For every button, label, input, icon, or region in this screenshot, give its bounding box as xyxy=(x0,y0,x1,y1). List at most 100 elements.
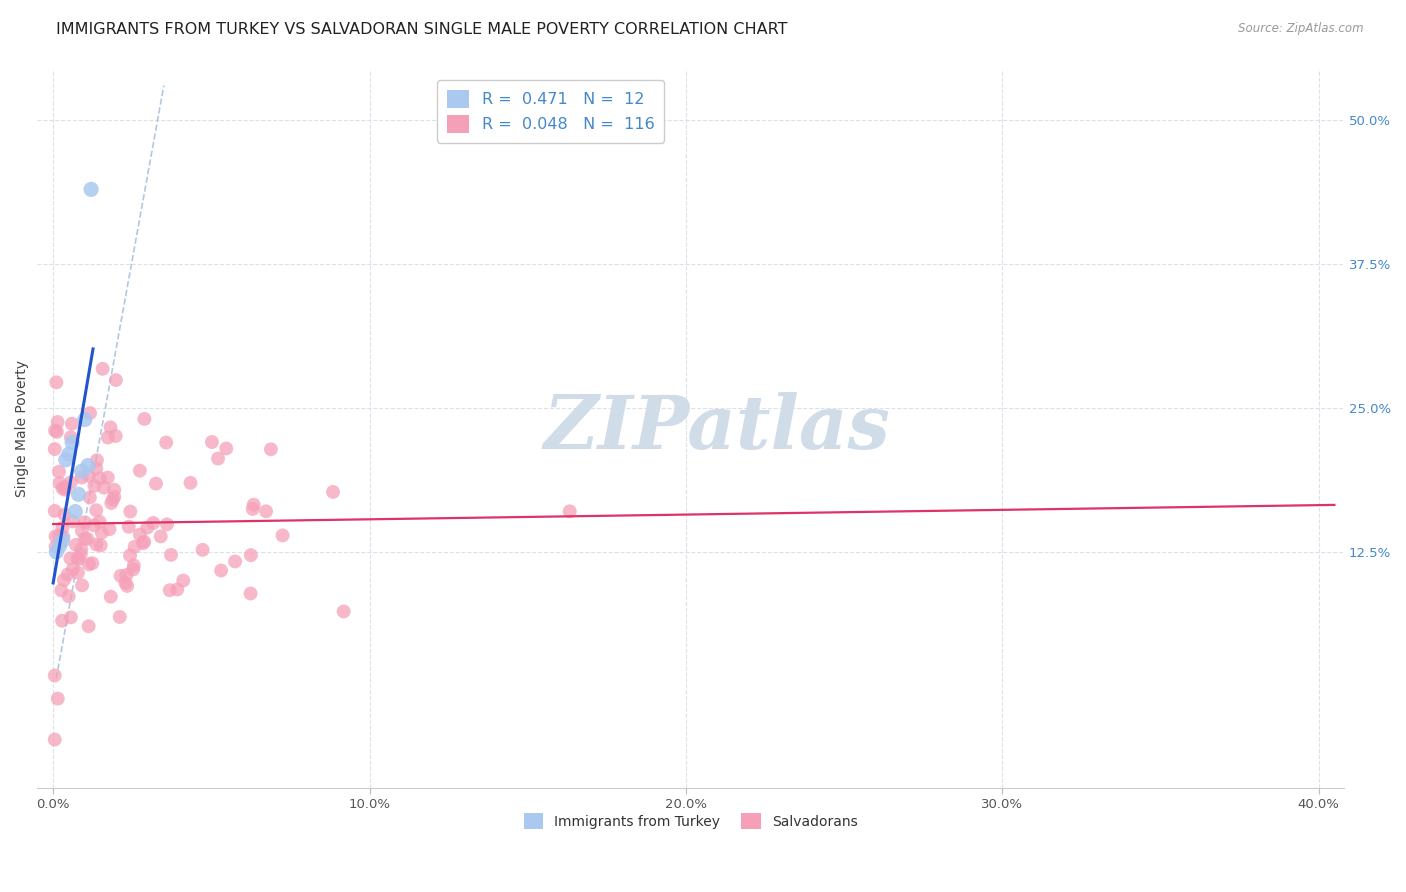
Point xyxy=(89,515,111,529)
Point xyxy=(108,610,131,624)
Point xyxy=(70,578,93,592)
Point xyxy=(59,475,82,490)
Legend: Immigrants from Turkey, Salvadorans: Immigrants from Turkey, Salvadorans xyxy=(519,807,863,835)
Point xyxy=(97,430,120,444)
Point xyxy=(103,490,125,504)
Point xyxy=(134,534,156,549)
Point xyxy=(242,502,264,516)
Point xyxy=(160,548,183,562)
Point xyxy=(134,412,156,426)
Point xyxy=(53,508,76,522)
Point xyxy=(120,504,142,518)
Point xyxy=(136,520,159,534)
Point xyxy=(122,562,145,576)
Point xyxy=(51,583,73,598)
Y-axis label: Single Male Poverty: Single Male Poverty xyxy=(15,359,30,497)
Point xyxy=(118,549,141,563)
Point xyxy=(77,558,100,572)
Point xyxy=(100,590,122,604)
Point xyxy=(104,429,127,443)
Point xyxy=(73,532,96,546)
Point xyxy=(254,504,277,518)
Point xyxy=(67,552,90,566)
Point xyxy=(83,518,105,533)
Point xyxy=(44,732,66,747)
Point xyxy=(271,528,294,542)
Point xyxy=(128,464,150,478)
Point xyxy=(52,533,75,548)
Point xyxy=(62,562,84,576)
Point xyxy=(58,590,80,604)
Point xyxy=(90,525,112,540)
Point xyxy=(124,540,146,554)
Point xyxy=(132,536,155,550)
Point xyxy=(93,481,115,495)
Point xyxy=(98,522,121,536)
Point xyxy=(89,471,111,485)
Point xyxy=(59,430,82,444)
Point xyxy=(58,447,80,461)
Point xyxy=(60,417,83,431)
Point xyxy=(122,558,145,573)
Point xyxy=(52,573,75,587)
Point xyxy=(215,442,238,456)
Point xyxy=(51,614,73,628)
Point xyxy=(79,406,101,420)
Point xyxy=(77,619,100,633)
Point xyxy=(44,504,66,518)
Point xyxy=(53,480,76,494)
Point xyxy=(73,412,96,426)
Point xyxy=(209,564,232,578)
Point xyxy=(45,545,67,559)
Point xyxy=(110,569,132,583)
Point xyxy=(97,470,120,484)
Point xyxy=(62,515,84,529)
Point xyxy=(155,435,177,450)
Point xyxy=(332,604,354,618)
Point xyxy=(60,435,83,450)
Point xyxy=(224,554,246,568)
Point xyxy=(201,435,224,450)
Point xyxy=(66,551,89,566)
Point xyxy=(84,461,107,475)
Point xyxy=(558,504,581,518)
Point xyxy=(70,464,93,478)
Point xyxy=(118,519,141,533)
Point xyxy=(207,451,229,466)
Point xyxy=(80,182,103,196)
Point xyxy=(44,529,66,543)
Point xyxy=(145,476,167,491)
Point xyxy=(56,567,79,582)
Point xyxy=(115,579,138,593)
Point xyxy=(70,524,93,538)
Point xyxy=(76,532,98,546)
Point xyxy=(90,538,112,552)
Point xyxy=(45,376,67,390)
Point xyxy=(55,452,77,467)
Point xyxy=(46,691,69,706)
Point xyxy=(84,503,107,517)
Point xyxy=(91,361,114,376)
Point xyxy=(166,582,188,597)
Point xyxy=(70,542,93,557)
Point xyxy=(44,668,66,682)
Point xyxy=(79,491,101,505)
Point xyxy=(82,556,104,570)
Point xyxy=(73,516,96,530)
Point xyxy=(45,425,67,439)
Point xyxy=(70,470,93,484)
Point xyxy=(86,453,108,467)
Point xyxy=(44,442,66,456)
Point xyxy=(242,498,264,512)
Point xyxy=(149,529,172,543)
Point xyxy=(142,516,165,530)
Point xyxy=(239,548,262,562)
Text: ZIPatlas: ZIPatlas xyxy=(543,392,890,465)
Point xyxy=(128,527,150,541)
Point xyxy=(67,487,90,501)
Point xyxy=(53,483,76,497)
Point xyxy=(65,505,87,519)
Point xyxy=(69,547,91,561)
Text: Source: ZipAtlas.com: Source: ZipAtlas.com xyxy=(1239,22,1364,36)
Point xyxy=(86,537,108,551)
